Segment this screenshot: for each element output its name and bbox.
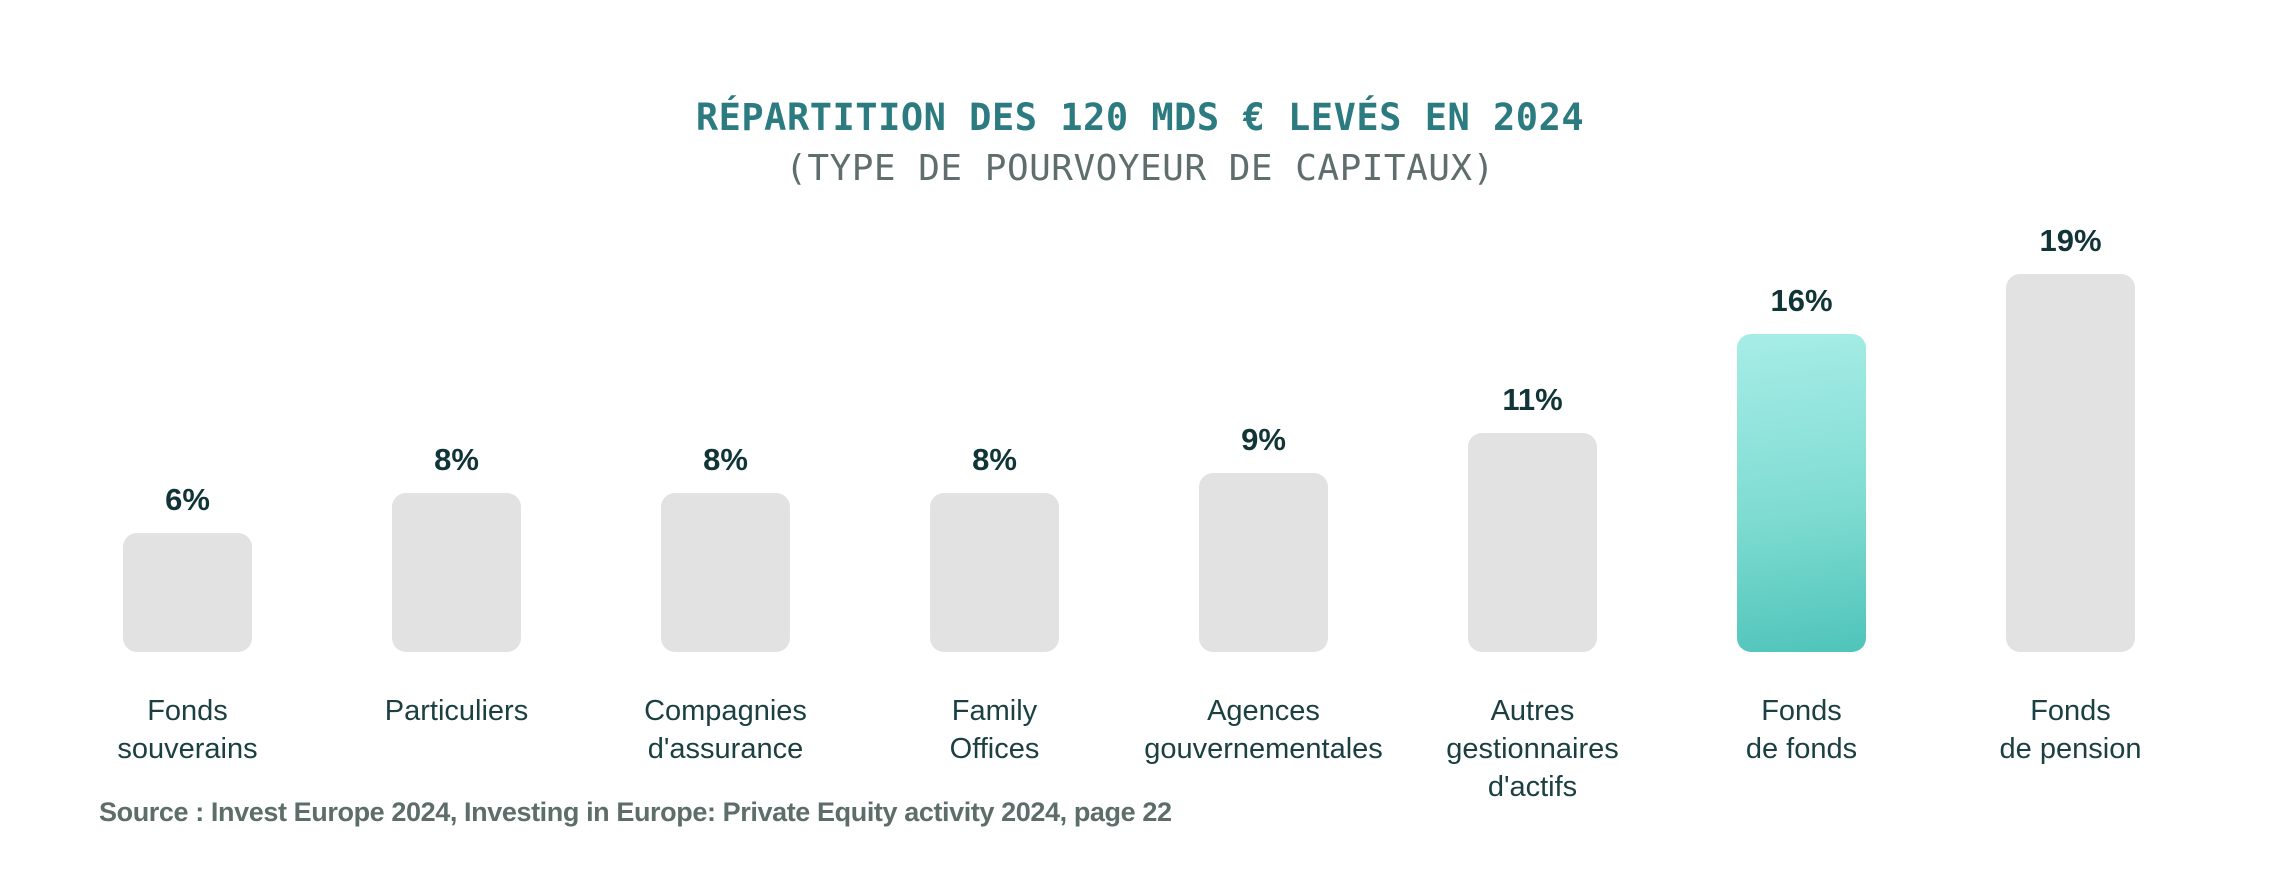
bar-category-label-line: Particuliers: [384, 695, 529, 727]
bar: [930, 493, 1059, 652]
bar-column-3: 8% Compagnies d'assurance: [591, 220, 860, 806]
bar-category-label-line: Fonds: [2030, 695, 2111, 727]
bar-category-label: Fonds souverains: [117, 692, 257, 768]
bar-zone: 11%: [1468, 220, 1597, 652]
bar-value-label: 16%: [1770, 283, 1833, 318]
bar-zone: 6%: [123, 220, 252, 652]
bar-category-label: Compagnies d'assurance: [644, 692, 807, 768]
bar-category-label-line: Family: [951, 695, 1038, 727]
bar-column-6: 11% Autres gestionnaires d'actifs: [1398, 220, 1667, 806]
bar: [1199, 473, 1328, 652]
bar-category-label-line: de pension: [1999, 733, 2142, 765]
bar-value-label: 6%: [165, 482, 210, 517]
bar-value-label: 9%: [1241, 422, 1286, 457]
bar-column-7: 16% Fonds de fonds: [1667, 220, 1936, 806]
bar-category-label-line: Autres: [1490, 695, 1575, 727]
bar-value-label: 8%: [703, 442, 748, 477]
bar-category-label: Fonds de fonds: [1746, 692, 1857, 768]
bar-category-label-line: gouvernementales: [1144, 733, 1383, 765]
bar-column-1: 6% Fonds souverains: [53, 220, 322, 806]
bar-value-label: 11%: [1502, 382, 1563, 417]
bar-zone: 8%: [930, 220, 1059, 652]
bar-category-label-line: souverains: [117, 733, 258, 765]
bar: [661, 493, 790, 652]
bar-category-label: Fonds de pension: [2000, 692, 2142, 768]
bar-chart: 6% Fonds souverains 8% Particuliers 8% Co…: [53, 220, 2205, 806]
bar-category-label-line: d'actifs: [1487, 771, 1578, 803]
bar-zone: 19%: [2006, 220, 2135, 652]
bar: [2006, 274, 2135, 652]
chart-subtitle: (TYPE DE POURVOYEUR DE CAPITAUX): [785, 148, 1495, 189]
bar-category-label-line: de fonds: [1745, 733, 1858, 765]
bar-zone: 8%: [392, 220, 521, 652]
bar-category-label-line: Offices: [949, 733, 1040, 765]
bar-column-4: 8% Family Offices: [860, 220, 1129, 806]
bar-category-label-line: Fonds: [1761, 695, 1842, 727]
bar-highlighted: [1737, 334, 1866, 652]
bar-zone: 16%: [1737, 220, 1866, 652]
bar-column-8: 19% Fonds de pension: [1936, 220, 2205, 806]
bar-category-label: Agences gouvernementales: [1144, 692, 1383, 768]
bar-category-label: Family Offices: [950, 692, 1040, 768]
bar-column-5: 9% Agences gouvernementales: [1129, 220, 1398, 806]
bar-zone: 9%: [1199, 220, 1328, 652]
source-note: Source : Invest Europe 2024, Investing i…: [99, 797, 1172, 827]
bar-category-label-line: gestionnaires: [1446, 733, 1619, 765]
bar-column-2: 8% Particuliers: [322, 220, 591, 806]
bar-category-label-line: d'assurance: [647, 733, 804, 765]
bar-category-label-line: Fonds: [147, 695, 228, 727]
bar-value-label: 8%: [434, 442, 479, 477]
chart-title: RÉPARTITION DES 120 MDS € LEVÉS EN 2024: [695, 96, 1585, 139]
bar-category-label-line: Compagnies: [644, 695, 807, 727]
bar: [392, 493, 521, 652]
bar-value-label: 19%: [2039, 223, 2102, 258]
chart-header: RÉPARTITION DES 120 MDS € LEVÉS EN 2024 …: [0, 96, 2280, 189]
bar: [123, 533, 252, 652]
bar: [1468, 433, 1597, 652]
bar-zone: 8%: [661, 220, 790, 652]
bar-value-label: 8%: [972, 442, 1017, 477]
bar-category-label: Particuliers: [385, 692, 528, 730]
bar-category-label: Autres gestionnaires d'actifs: [1446, 692, 1619, 806]
bar-category-label-line: Agences: [1207, 695, 1320, 727]
